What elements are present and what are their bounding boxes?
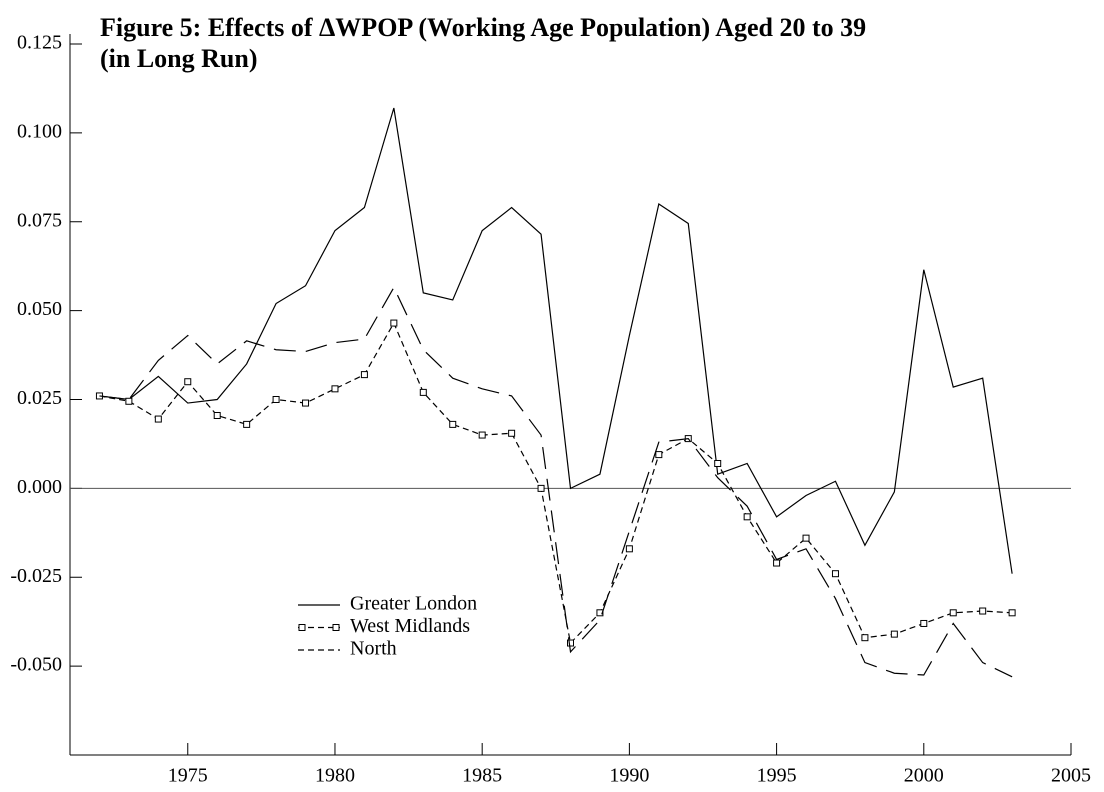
data-point xyxy=(596,609,604,617)
legend-label: Greater London xyxy=(350,593,477,615)
data-point xyxy=(243,420,251,428)
data-point xyxy=(390,319,398,327)
data-point xyxy=(154,415,162,423)
series-line xyxy=(99,286,1013,678)
data-point xyxy=(655,451,663,459)
data-point xyxy=(949,609,957,617)
y-tick-label: 0.100 xyxy=(17,120,62,142)
x-tick-label: 1990 xyxy=(609,765,649,787)
x-tick-label: 2000 xyxy=(904,765,944,787)
y-tick-label: 0.025 xyxy=(17,387,62,409)
data-point xyxy=(861,634,869,642)
data-point xyxy=(1008,609,1016,617)
data-point xyxy=(890,630,898,638)
data-point xyxy=(360,371,368,379)
data-point xyxy=(714,459,722,467)
chart-title: (in Long Run) xyxy=(100,44,258,73)
data-point xyxy=(331,385,339,393)
data-point xyxy=(272,396,280,403)
y-tick-label: 0.000 xyxy=(17,476,62,498)
data-point xyxy=(508,429,516,437)
y-tick-label: -0.025 xyxy=(10,565,62,587)
legend-label: West Midlands xyxy=(350,615,470,637)
data-point xyxy=(213,411,221,419)
data-point xyxy=(302,399,310,407)
x-tick-label: 2005 xyxy=(1051,765,1091,787)
data-point xyxy=(537,484,545,492)
data-point xyxy=(625,545,633,553)
legend-label: North xyxy=(350,638,397,660)
data-point xyxy=(920,619,928,627)
data-point xyxy=(478,431,486,439)
data-point xyxy=(184,378,192,386)
data-point xyxy=(419,388,427,396)
data-point xyxy=(773,559,781,567)
x-tick-label: 1980 xyxy=(315,765,355,787)
chart-title: Figure 5: Effects of ΔWPOP (Working Age … xyxy=(100,13,866,42)
y-tick-label: -0.050 xyxy=(10,654,62,676)
x-tick-label: 1985 xyxy=(462,765,502,787)
data-point xyxy=(125,397,133,405)
data-point xyxy=(743,513,751,521)
data-point xyxy=(449,420,457,428)
x-tick-label: 1975 xyxy=(168,765,208,787)
data-point xyxy=(567,639,574,647)
legend-marker xyxy=(298,624,306,631)
data-point xyxy=(802,534,810,542)
y-tick-label: 0.125 xyxy=(17,32,62,54)
series-line xyxy=(99,107,1013,574)
x-tick-label: 1995 xyxy=(757,765,797,787)
legend-marker xyxy=(332,624,340,631)
series-line xyxy=(99,321,1013,645)
data-point xyxy=(979,607,987,615)
y-tick-label: 0.075 xyxy=(17,209,62,231)
y-tick-label: 0.050 xyxy=(17,298,62,320)
data-point xyxy=(831,570,839,578)
